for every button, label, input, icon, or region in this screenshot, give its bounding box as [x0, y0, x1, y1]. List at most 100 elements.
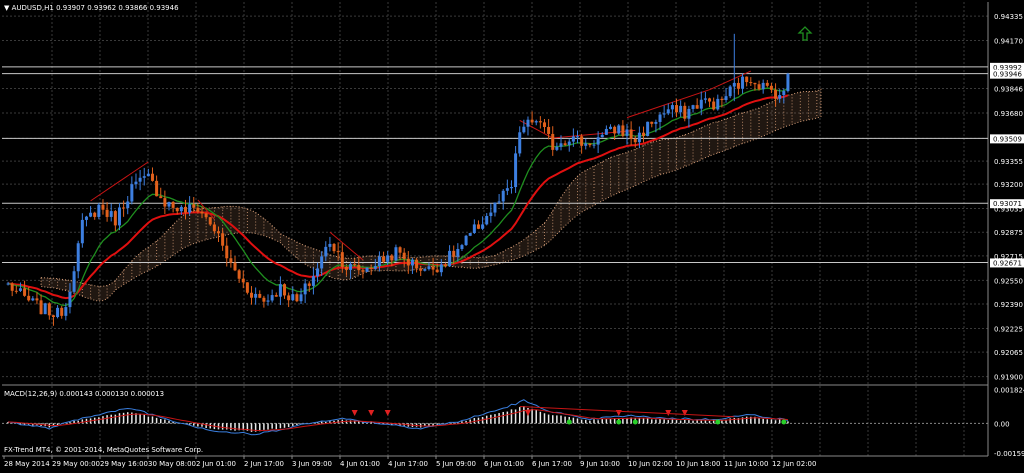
candle: [604, 125, 608, 135]
candle: [592, 140, 596, 149]
candle-body: [43, 303, 47, 315]
axes: 0.94335 0.94170 0.93846 0.93680 0.93509 0.933…: [3, 13, 1024, 468]
candle-body: [84, 216, 88, 220]
candle-body: [295, 294, 299, 302]
candle: [68, 283, 72, 314]
candle: [27, 287, 31, 302]
candle-body: [31, 298, 35, 301]
candle-body: [728, 86, 732, 97]
candle: [745, 76, 749, 87]
candle: [728, 85, 732, 99]
candle: [117, 202, 121, 231]
candle: [270, 289, 274, 303]
candle-body: [138, 177, 142, 182]
ichimoku-cloud: [40, 88, 822, 302]
candle-body: [60, 307, 64, 316]
candle-body: [650, 121, 654, 124]
candle-body: [130, 184, 134, 202]
candle-body: [439, 264, 443, 273]
candle-body: [613, 126, 617, 134]
candle-body: [765, 82, 769, 86]
candle: [646, 121, 650, 137]
candle: [14, 285, 18, 294]
candle: [423, 268, 427, 272]
candle-body: [212, 224, 216, 232]
candle-body: [675, 105, 679, 113]
candle: [258, 290, 262, 299]
candle: [200, 206, 204, 219]
time-tick-label: 30 May 08:00: [148, 460, 196, 468]
candle: [353, 258, 357, 267]
candle-body: [377, 256, 381, 267]
candle: [769, 82, 773, 94]
candle: [410, 257, 414, 274]
candle-body: [741, 76, 745, 89]
candle: [311, 267, 315, 295]
candle-body: [353, 264, 357, 266]
candle: [435, 263, 439, 273]
candle-body: [344, 267, 348, 270]
time-tick-label: 9 Jun 10:00: [580, 460, 620, 468]
dropdown-icon[interactable]: ▼: [4, 4, 10, 12]
candle-body: [476, 224, 480, 229]
candle-body: [774, 89, 778, 99]
candle-body: [497, 201, 501, 203]
candle-body: [786, 73, 790, 92]
candle-body: [14, 290, 18, 292]
ema-slow-line: [7, 94, 789, 300]
candle: [266, 294, 270, 306]
trendline: [519, 119, 553, 139]
candle: [159, 187, 163, 199]
level-price-label: 0.93071: [993, 200, 1022, 208]
candle-body: [291, 294, 295, 301]
candle-body: [468, 232, 472, 236]
candle: [229, 249, 233, 268]
header-bar: ▼ AUDUSD,H1 0.93907 0.93962 0.93866 0.93…: [4, 4, 179, 12]
candle-body: [410, 259, 414, 266]
time-tick-label: 6 Jun 17:00: [532, 460, 572, 468]
candle: [97, 202, 101, 220]
candle-body: [208, 217, 212, 225]
candle-body: [155, 180, 159, 197]
candle-body: [134, 181, 138, 185]
candle: [394, 244, 398, 262]
candle-body: [299, 294, 303, 302]
candle-body: [592, 144, 596, 146]
candle-body: [245, 282, 249, 293]
arrow-up-icon: [566, 419, 572, 425]
candle-body: [782, 91, 786, 96]
candle-body: [522, 126, 526, 133]
candle-body: [708, 98, 712, 102]
candle: [179, 205, 183, 215]
candle: [150, 167, 154, 182]
candle: [80, 213, 84, 248]
candle-body: [68, 291, 72, 308]
time-tick-label: 11 Jun 10:00: [724, 460, 768, 468]
candle: [431, 257, 435, 276]
time-tick-label: 10 Jun 18:00: [676, 460, 720, 468]
price-tick-label: 0.92065: [994, 349, 1023, 357]
candle-body: [217, 231, 221, 234]
candle: [316, 262, 320, 283]
candle: [126, 196, 130, 215]
candle: [522, 119, 526, 134]
candle-body: [117, 207, 121, 226]
candle: [580, 133, 584, 154]
candle: [786, 72, 790, 93]
candle-body: [637, 132, 641, 143]
candle-body: [72, 271, 76, 292]
candle-body: [621, 125, 625, 136]
candle: [109, 203, 113, 222]
candle-body: [778, 95, 782, 99]
time-tick-label: 4 Jun 17:00: [388, 460, 428, 468]
candle: [464, 234, 468, 247]
candle-body: [547, 126, 551, 134]
candle-body: [518, 132, 522, 154]
arrow-down-icon: [665, 410, 672, 416]
candle-body: [159, 196, 163, 199]
candle: [369, 264, 373, 275]
ohlc-label: 0.93907 0.93962 0.93866 0.93946: [56, 4, 179, 12]
candle: [283, 283, 287, 299]
